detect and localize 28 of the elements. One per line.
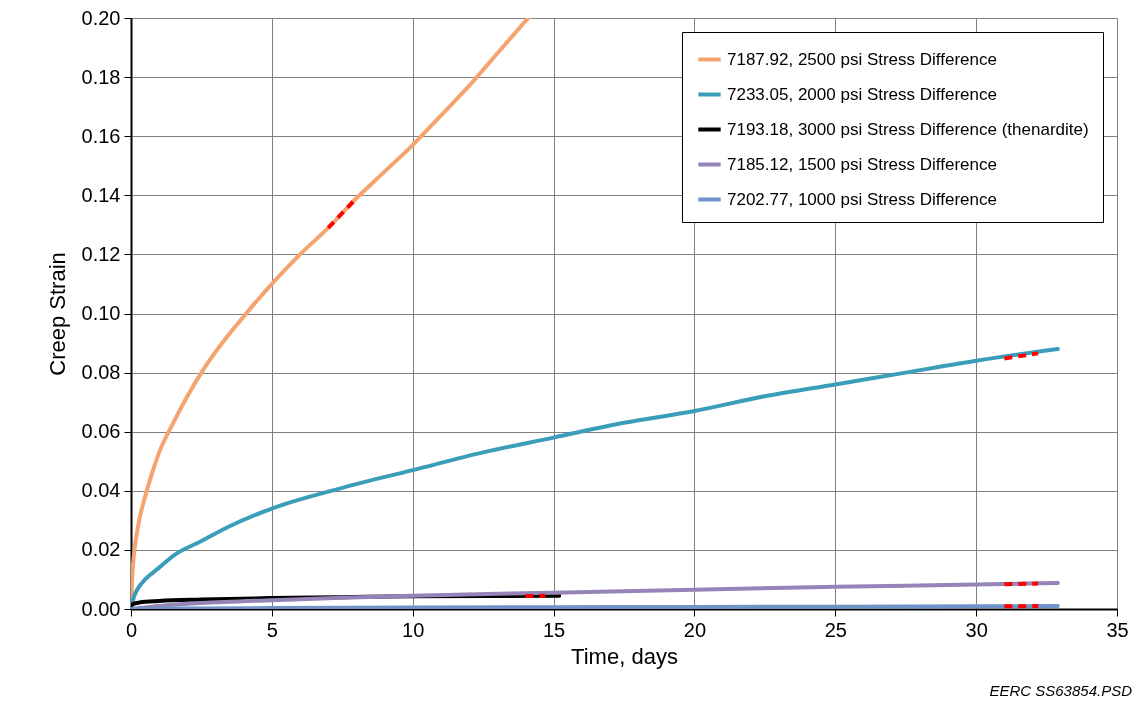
y-tick-label: 0.02 — [81, 538, 121, 561]
legend-label: 7233.05, 2000 psi Stress Difference — [727, 84, 997, 104]
text: EERC SS63854.PSD — [989, 682, 1133, 699]
y-tick-label: 0.16 — [81, 124, 121, 147]
y-axis-title: Creep Strain — [44, 252, 70, 376]
y-tick-label: 0.00 — [81, 597, 121, 620]
x-tick-label: 5 — [266, 618, 278, 641]
y-tick-label: 0.18 — [81, 65, 121, 88]
legend-label: 7202.77, 1000 psi Stress Difference — [727, 189, 997, 209]
x-axis-title: Time, days — [571, 643, 678, 669]
y-tick-label: 0.06 — [81, 420, 121, 443]
legend-label: 7185.12, 1500 psi Stress Difference — [727, 154, 997, 174]
x-tick-label: 20 — [683, 618, 707, 641]
y-tick-label: 0.04 — [81, 479, 121, 502]
x-tick-label: 35 — [1106, 618, 1129, 641]
x-tick-label: 10 — [402, 618, 425, 641]
x-tick-label: 15 — [542, 618, 566, 641]
y-tick-label: 0.14 — [81, 183, 121, 206]
y-tick-label: 0.20 — [81, 6, 121, 29]
y-tick-label: 0.08 — [81, 361, 121, 384]
x-tick-label: 25 — [824, 618, 847, 641]
legend-label: 7187.92, 2500 psi Stress Difference — [727, 49, 997, 69]
x-tick-label: 0 — [125, 618, 138, 641]
y-tick-label: 0.10 — [81, 302, 121, 324]
x-tick-label: 30 — [965, 618, 988, 641]
line-series — [131, 346, 1060, 609]
legend-label: 7193.18, 3000 psi Stress Difference (thenardite) — [727, 119, 1089, 139]
y-tick-label: 0.12 — [81, 242, 121, 265]
